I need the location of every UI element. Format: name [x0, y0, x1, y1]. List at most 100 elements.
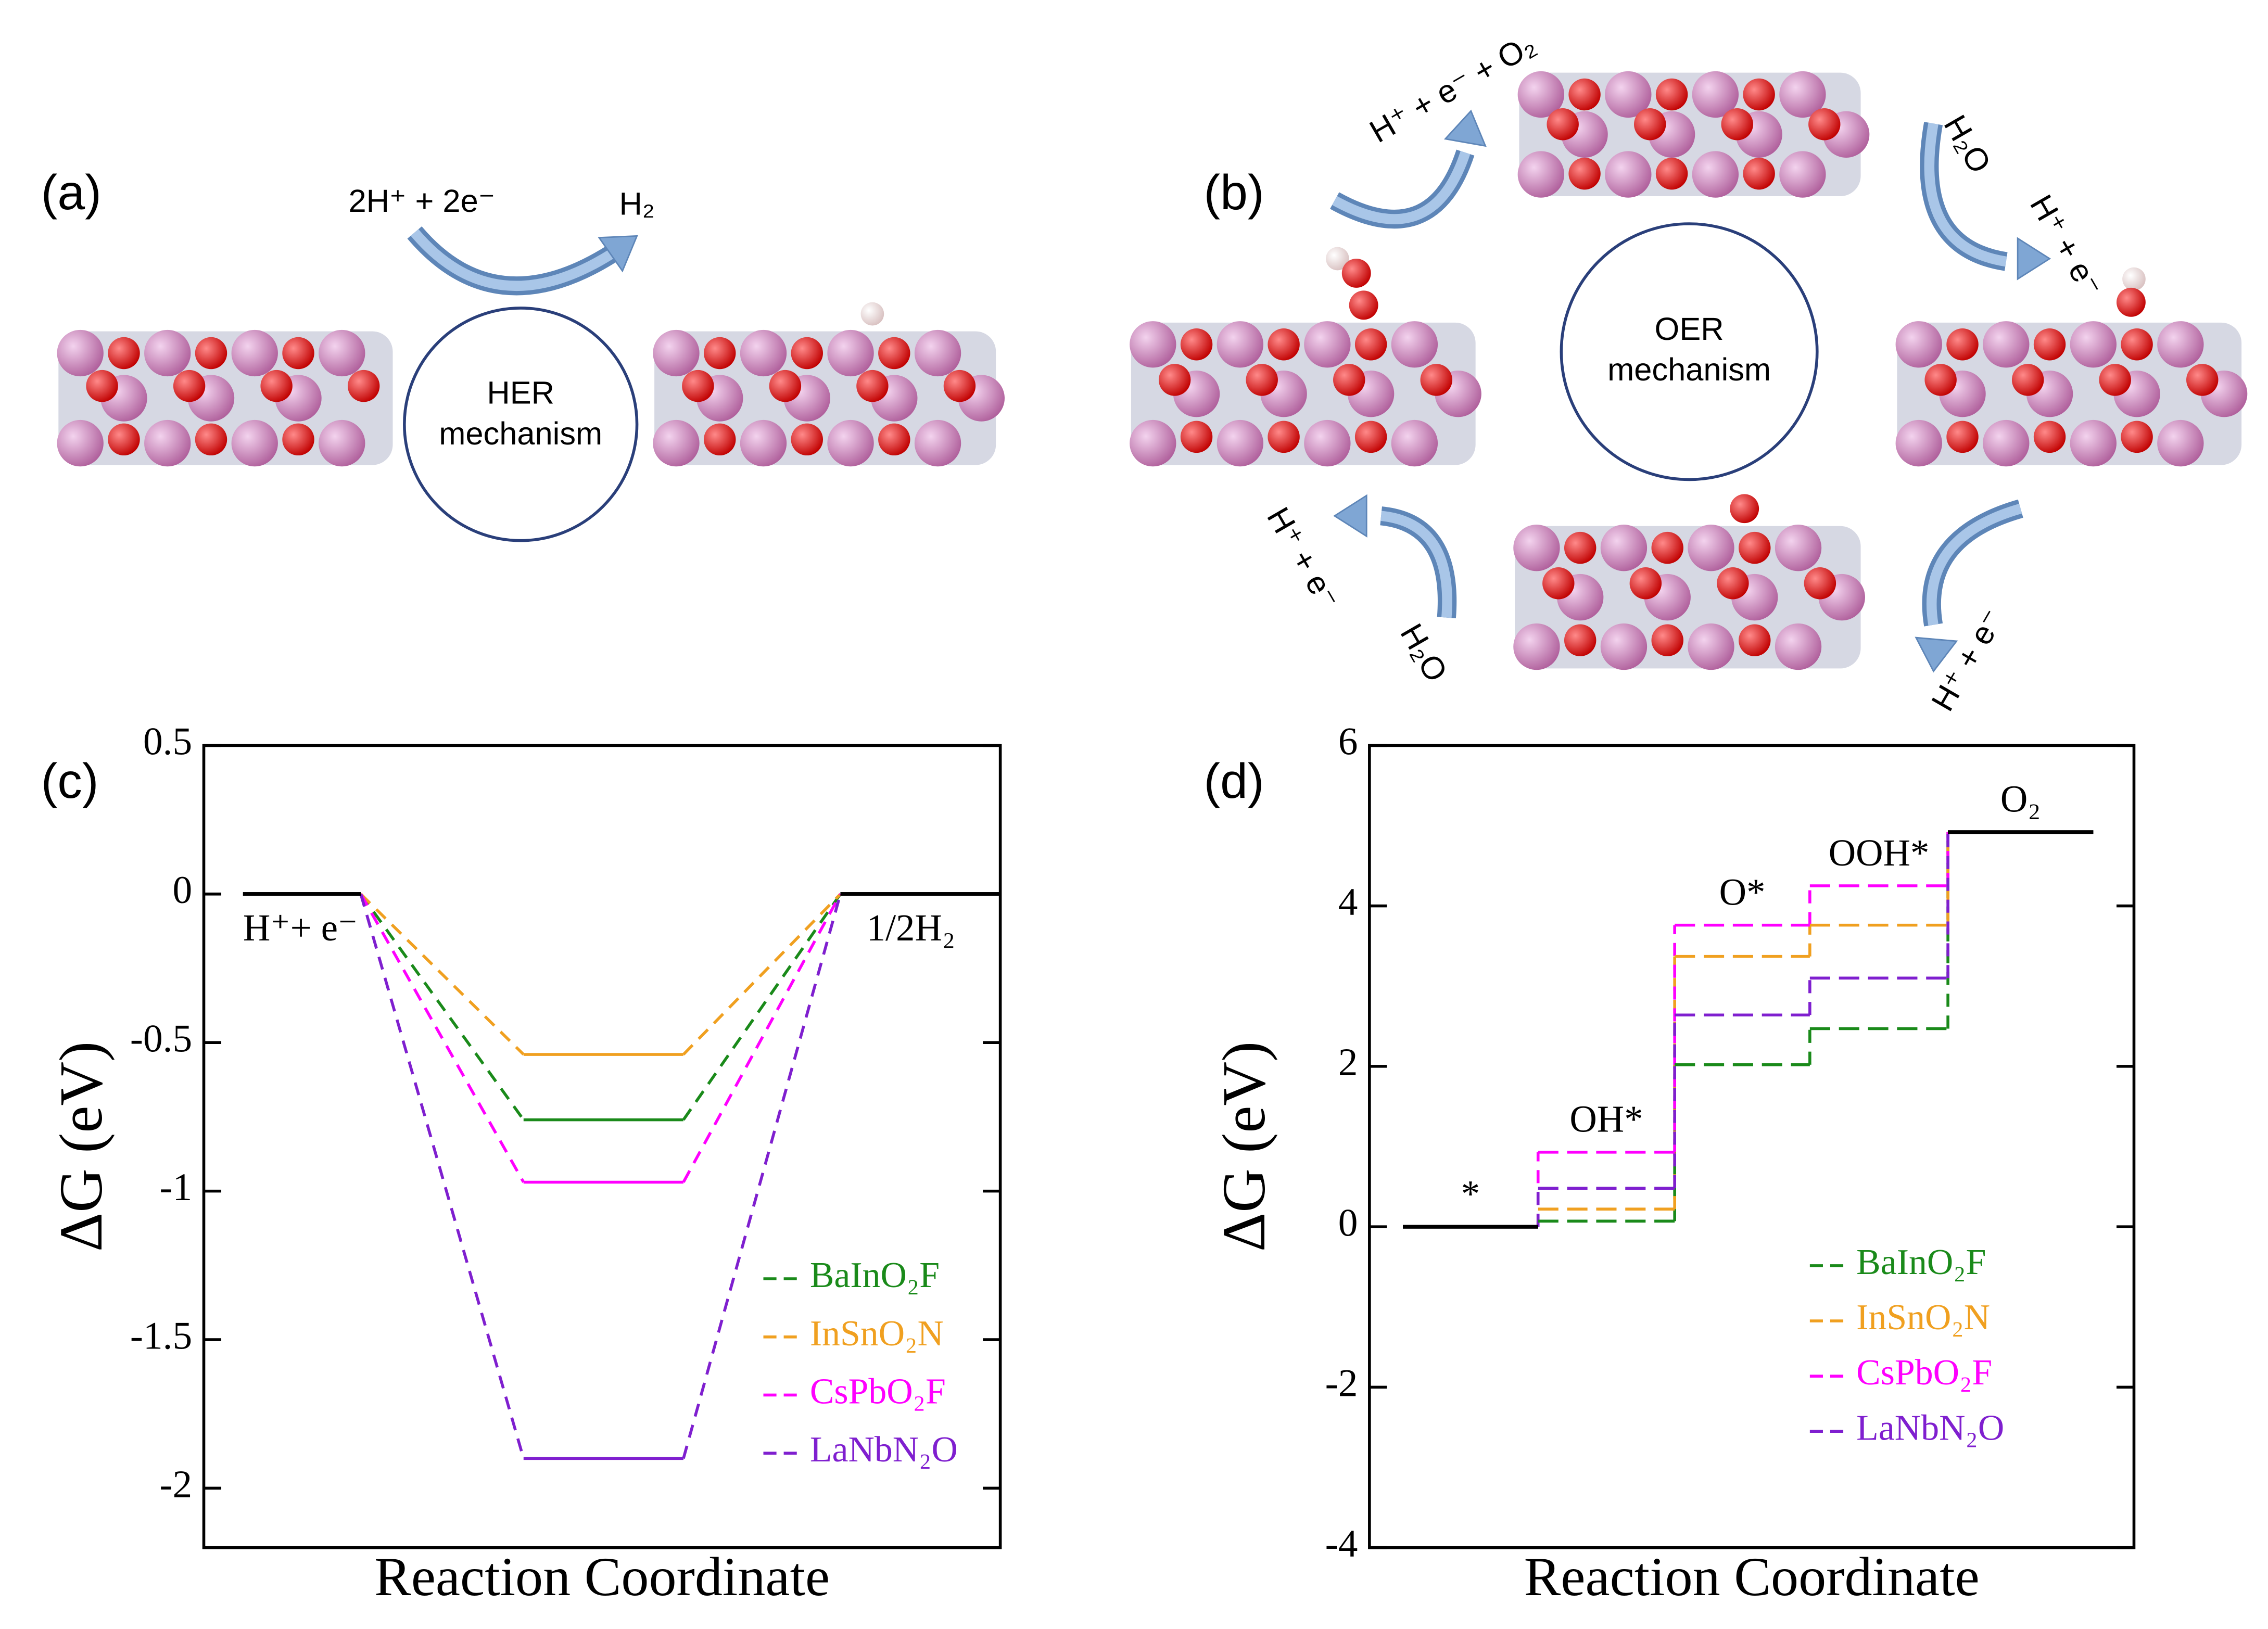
atom-cation — [1779, 71, 1826, 118]
mechanism-circle — [403, 307, 639, 542]
atom-oxygen — [1633, 108, 1666, 141]
legend-label: CsPbO₂F — [810, 1371, 946, 1411]
connector — [359, 893, 525, 1121]
atom-oxygen — [1420, 364, 1452, 396]
atom-oxygen — [1333, 364, 1365, 396]
atom-cation — [827, 419, 874, 467]
atom-oxygen — [2033, 328, 2066, 361]
atom-oxygen — [1158, 364, 1191, 396]
y-tick-label: 4 — [1338, 881, 1358, 924]
atom-cation — [57, 329, 104, 377]
legend-label: CsPbO₂F — [1856, 1353, 1992, 1393]
atom-cation — [2157, 419, 2204, 467]
atom-oxygen — [1542, 567, 1575, 600]
atom-oxygen — [704, 337, 736, 370]
atom-cation — [1895, 419, 1942, 467]
atom-oxygen — [1180, 328, 1213, 361]
atom-oxygen — [1180, 421, 1213, 453]
atom-oxygen — [943, 370, 976, 402]
atom-oxygen — [86, 370, 118, 402]
atom-cation — [653, 329, 700, 377]
legend-label: LaNbN₂O — [1856, 1408, 2004, 1448]
atom-oxygen — [347, 370, 380, 402]
atom-oxygen — [791, 337, 823, 370]
atom-oxygen — [1268, 328, 1300, 361]
plot-frame — [202, 744, 1002, 1549]
atom-oxygen — [2099, 364, 2131, 396]
mechanism-label: OER — [1655, 311, 1724, 347]
atom-cation — [1513, 623, 1560, 670]
atom-cation — [1895, 321, 1942, 368]
atom-cation — [914, 329, 961, 377]
x-axis-title: Reaction Coordinate — [1524, 1546, 1980, 1607]
category-label: 1/2H₂ — [867, 907, 955, 949]
y-axis-title: ΔG (eV) — [47, 1041, 115, 1252]
step-label: H₂O — [1393, 618, 1454, 688]
mechanism-label: mechanism — [439, 416, 602, 452]
arrow — [1924, 122, 2007, 267]
atom-cation — [1304, 419, 1351, 467]
mechanism-label: HER — [487, 375, 554, 411]
connector — [360, 893, 525, 1056]
category-label: H⁺+ e⁻ — [243, 907, 358, 949]
atom-oxygen — [1739, 531, 1771, 564]
atom-cation — [1217, 419, 1264, 467]
atom-cation — [1983, 321, 2030, 368]
atom-oxygen — [2121, 421, 2153, 453]
atom-cation — [319, 329, 365, 377]
connector — [682, 893, 842, 1121]
atom-oxygen — [1808, 108, 1841, 141]
panel-label: (a) — [41, 165, 102, 220]
legend-label: LaNbN₂O — [810, 1430, 958, 1470]
atom-oxygen — [1721, 108, 1753, 141]
y-tick-label: -4 — [1325, 1522, 1358, 1566]
atom-oxygen — [1730, 494, 1759, 524]
atom-oxygen — [2033, 421, 2066, 453]
arrow — [410, 229, 614, 291]
atom-cation — [1600, 524, 1648, 571]
atom-cation — [2070, 321, 2117, 368]
atom-cation — [1517, 151, 1564, 198]
category-label: * — [1461, 1173, 1480, 1215]
atom-h — [1326, 247, 1349, 271]
atom-cation — [231, 419, 278, 467]
atom-oxygen — [173, 370, 206, 402]
arrow-head — [598, 235, 638, 273]
atom-cation — [1513, 524, 1560, 571]
arrow — [1380, 511, 1452, 618]
legend-label: InSnO₂N — [1856, 1297, 1990, 1338]
y-axis-title: ΔG (eV) — [1210, 1041, 1278, 1252]
atom-h — [860, 302, 884, 326]
atom-oxygen — [856, 370, 889, 402]
atom-cation — [1779, 151, 1826, 198]
atom-oxygen — [1547, 108, 1579, 141]
atom-cation — [1391, 419, 1438, 467]
y-tick-label: -2 — [159, 1463, 192, 1506]
atom-oxygen — [1804, 567, 1836, 600]
product: H₂ — [619, 186, 654, 222]
atom-cation — [144, 419, 191, 467]
atom-cation — [57, 419, 104, 467]
atom-cation — [1692, 71, 1739, 118]
y-tick-label: -1.5 — [130, 1314, 192, 1357]
category-label: OOH* — [1829, 832, 1930, 874]
atom-oxygen — [1568, 78, 1601, 111]
atom-oxygen — [791, 423, 823, 456]
y-tick-label: 6 — [1338, 720, 1358, 763]
y-tick-label: -0.5 — [130, 1017, 192, 1061]
category-label: OH* — [1569, 1098, 1643, 1140]
atom-oxygen — [769, 370, 802, 402]
atom-oxygen — [1268, 421, 1300, 453]
atom-cation — [2157, 321, 2204, 368]
atom-cation — [1517, 71, 1564, 118]
atom-cation — [1391, 321, 1438, 368]
atom-oxygen — [2186, 364, 2219, 396]
legend-label: InSnO₂N — [810, 1314, 944, 1354]
step-label: H⁺ + e⁻ — [2023, 189, 2109, 303]
atom-cation — [740, 329, 787, 377]
y-tick-label: -1 — [159, 1166, 192, 1209]
atom-cation — [1775, 524, 1822, 571]
atom-oxygen — [2011, 364, 2044, 396]
